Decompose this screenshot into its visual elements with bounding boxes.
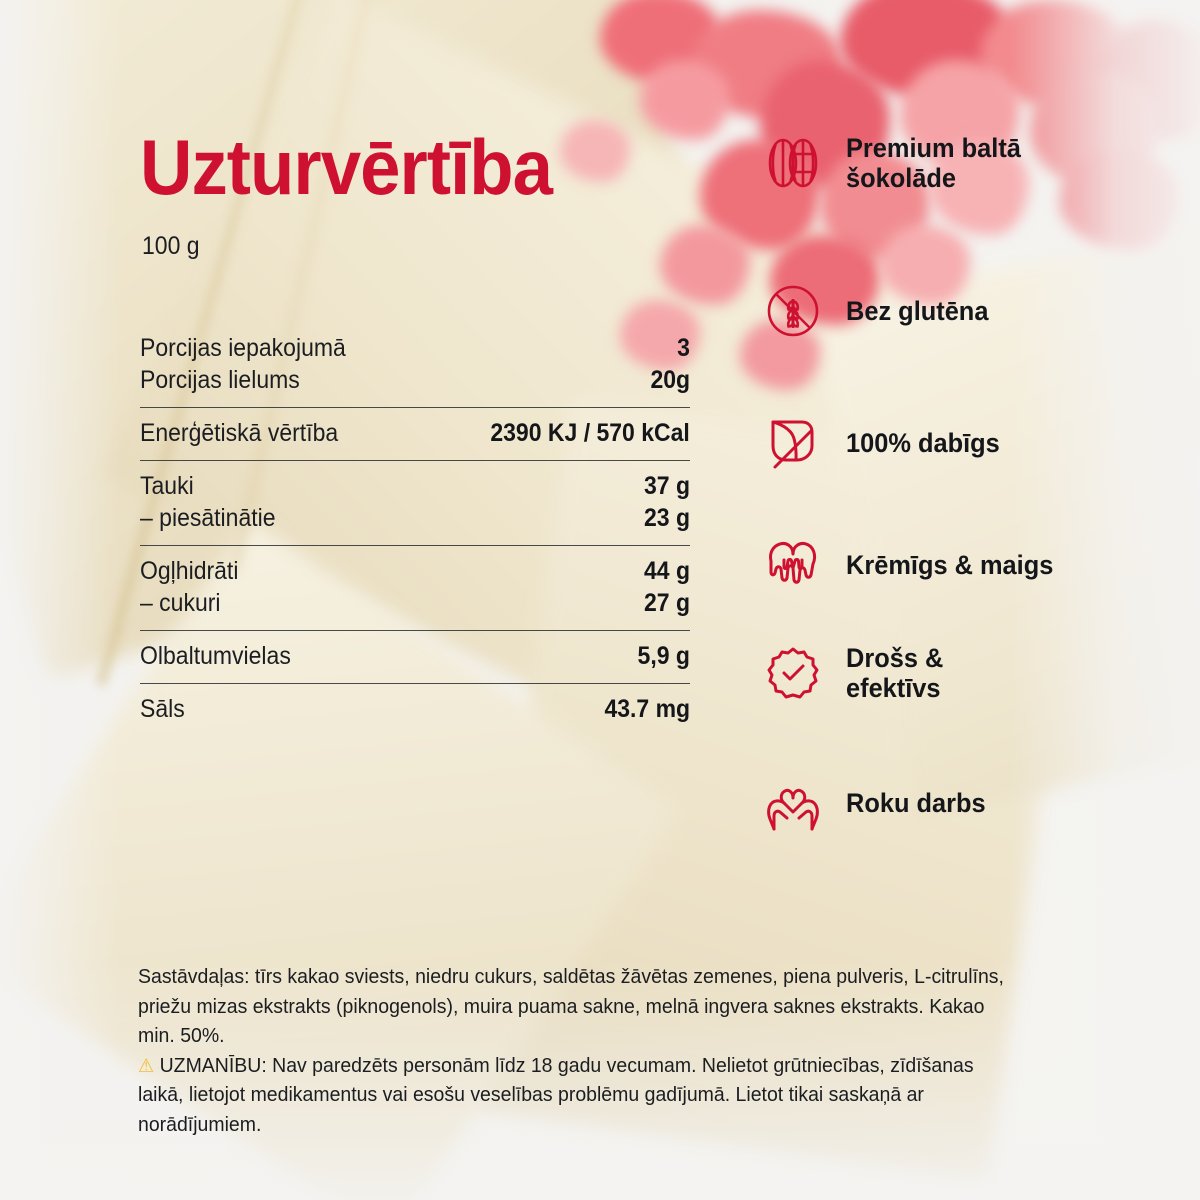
- row-value: 27 g: [643, 589, 690, 617]
- badge-check-icon: [762, 642, 824, 704]
- warning-triangle-icon: ⚠: [138, 1055, 155, 1077]
- table-divider: [140, 545, 690, 546]
- table-row: Ogļhidrāti 44 g: [140, 555, 690, 587]
- warning-text: UZMANĪBU: Nav paredzēts personām līdz 18…: [138, 1053, 974, 1136]
- cacao-pods-icon: [762, 132, 824, 194]
- nutrition-group: Tauki 37 g – piesātinātie 23 g: [140, 461, 690, 545]
- feature-label: Bez glutēna: [846, 295, 989, 326]
- row-label: Tauki: [140, 472, 194, 500]
- nutrition-group: Olbaltumvielas 5,9 g: [140, 631, 690, 683]
- feature-label: Roku darbs: [846, 787, 986, 818]
- table-divider: [140, 407, 690, 408]
- row-label: – cukuri: [140, 589, 221, 617]
- feature-item-handmade: Roku darbs: [762, 772, 995, 834]
- feature-item-natural: 100% dabīgs: [762, 412, 1010, 474]
- feature-item-gluten-free: Bez glutēna: [762, 280, 998, 342]
- page-title: Uzturvērtība: [140, 123, 553, 211]
- footer-text: Sastāvdaļas: tīrs kakao sviests, niedru …: [138, 962, 1012, 1139]
- nutrition-table: Porcijas iepakojumā 3 Porcijas lielums 2…: [140, 332, 690, 736]
- feature-item-creamy-smooth: Krēmīgs & maigs: [762, 534, 1067, 596]
- row-label: Sāls: [140, 695, 185, 723]
- table-row: Enerģētiskā vērtība 2390 KJ / 570 kCal: [140, 417, 690, 449]
- table-row: – cukuri 27 g: [140, 587, 690, 619]
- table-row: Olbaltumvielas 5,9 g: [140, 640, 690, 672]
- hands-holding-heart-icon: [762, 772, 824, 834]
- feature-item-safe-effective: Drošs & efektīvs: [762, 642, 950, 704]
- serving-basis-label: 100 g: [142, 232, 200, 260]
- feature-label: 100% dabīgs: [846, 427, 1000, 458]
- row-label: Porcijas iepakojumā: [140, 334, 346, 362]
- feature-label: Drošs & efektīvs: [846, 642, 944, 703]
- row-label: – piesātinātie: [140, 504, 276, 532]
- table-divider: [140, 683, 690, 684]
- table-row: Sāls 43.7 mg: [140, 693, 690, 725]
- row-value: 44 g: [643, 557, 690, 585]
- warning-line: ⚠ UZMANĪBU: Nav paredzēts personām līdz …: [138, 1051, 1012, 1140]
- row-label: Porcijas lielums: [140, 366, 300, 394]
- feature-item-premium-white-chocolate: Premium baltā šokolāde: [762, 132, 1032, 194]
- row-label: Enerģētiskā vērtība: [140, 419, 339, 447]
- nutrition-group: Sāls 43.7 mg: [140, 684, 690, 736]
- row-value: 5,9 g: [637, 642, 690, 670]
- feature-label: Krēmīgs & maigs: [846, 549, 1054, 580]
- ingredients-text: Sastāvdaļas: tīrs kakao sviests, niedru …: [138, 965, 1004, 1048]
- row-label: Olbaltumvielas: [140, 642, 291, 670]
- no-gluten-wheat-icon: [762, 280, 824, 342]
- row-label: Ogļhidrāti: [140, 557, 239, 585]
- leaf-icon: [762, 412, 824, 474]
- table-divider: [140, 460, 690, 461]
- table-row: Porcijas lielums 20g: [140, 364, 690, 396]
- melting-chocolate-heart-icon: [762, 534, 824, 596]
- row-value: 37 g: [643, 472, 690, 500]
- row-value: 2390 KJ / 570 kCal: [490, 419, 690, 447]
- row-value: 3: [677, 334, 690, 362]
- nutrition-group: Enerģētiskā vērtība 2390 KJ / 570 kCal: [140, 408, 690, 460]
- table-divider: [140, 630, 690, 631]
- row-value: 23 g: [643, 504, 690, 532]
- table-row: Porcijas iepakojumā 3: [140, 332, 690, 364]
- table-row: Tauki 37 g: [140, 470, 690, 502]
- nutrition-group: Ogļhidrāti 44 g – cukuri 27 g: [140, 546, 690, 630]
- nutrition-group: Porcijas iepakojumā 3 Porcijas lielums 2…: [140, 332, 690, 407]
- feature-label: Premium baltā šokolāde: [846, 132, 1021, 193]
- row-value: 20g: [650, 366, 690, 394]
- row-value: 43.7 mg: [604, 695, 690, 723]
- table-row: – piesātinātie 23 g: [140, 502, 690, 534]
